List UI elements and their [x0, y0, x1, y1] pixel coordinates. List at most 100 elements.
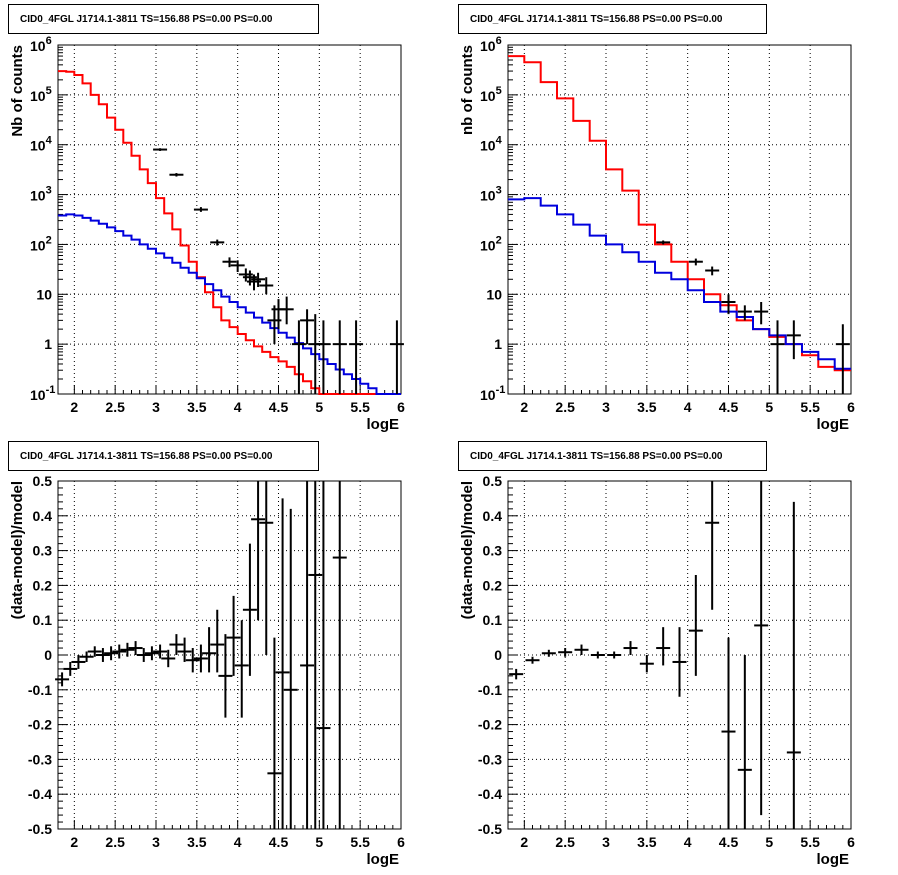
- x-tick-label: 3: [602, 399, 610, 415]
- data-point: [169, 634, 184, 655]
- data-point: [202, 627, 217, 673]
- x-tick-label: 5.5: [800, 834, 820, 850]
- x-tick-label: 4.5: [719, 399, 739, 415]
- data-point: [737, 305, 752, 321]
- data-point: [656, 627, 671, 666]
- y-tick-label: -0.2: [478, 717, 502, 733]
- data-point: [349, 320, 364, 394]
- x-tick-label: 3: [602, 834, 610, 850]
- data-point: [193, 644, 208, 673]
- data-point: [210, 609, 225, 673]
- data-point: [251, 481, 266, 621]
- y-tick-label: 103: [480, 185, 502, 204]
- y-axis-title: Nb of counts: [9, 45, 26, 137]
- data-point: [259, 481, 274, 655]
- y-tick-label: 0.5: [483, 473, 503, 489]
- x-tick-label: 2: [520, 834, 528, 850]
- y-tick-label: 10: [36, 286, 52, 302]
- y-tick-label: 1: [44, 336, 52, 352]
- data-point: [161, 649, 176, 668]
- data-point: [300, 481, 315, 829]
- data-point: [574, 644, 589, 655]
- chart-title: CID0_4FGL J1714.1-3811 TS=156.88 PS=0.00…: [20, 14, 273, 25]
- chart-title: CID0_4FGL J1714.1-3811 TS=156.88 PS=0.00…: [20, 451, 273, 462]
- x-tick-label: 2.5: [105, 834, 125, 850]
- data-point: [144, 646, 159, 661]
- x-tick-label: 6: [847, 834, 855, 850]
- x-tick-label: 6: [847, 399, 855, 415]
- series-line-2: [508, 197, 851, 370]
- x-tick-label: 4: [684, 399, 692, 415]
- y-tick-label: 0: [44, 647, 52, 663]
- x-tick-label: 6: [397, 834, 405, 850]
- x-tick-label: 3.5: [637, 399, 657, 415]
- chart-title-box: [458, 4, 767, 34]
- chart-panel-2: CID0_4FGL J1714.1-3811 TS=156.88 PS=0.00…: [458, 4, 855, 433]
- x-tick-label: 3: [152, 399, 160, 415]
- chart-title-box: [458, 441, 767, 471]
- y-tick-label: 10-1: [30, 384, 55, 403]
- chart-title-box: [8, 441, 319, 471]
- data-point: [721, 294, 736, 315]
- chart-title: CID0_4FGL J1714.1-3811 TS=156.88 PS=0.00…: [470, 451, 723, 462]
- x-axis-title: logE: [367, 851, 400, 868]
- x-tick-label: 4.5: [269, 834, 289, 850]
- data-point: [754, 302, 769, 325]
- x-tick-label: 6: [397, 399, 405, 415]
- y-tick-label: 0.4: [483, 508, 503, 524]
- y-tick-label: 10-1: [480, 384, 505, 403]
- x-tick-label: 4: [234, 399, 242, 415]
- data-point: [541, 649, 556, 657]
- data-point: [623, 641, 638, 655]
- data-point: [525, 656, 540, 664]
- x-tick-label: 5.5: [800, 399, 820, 415]
- data-point: [639, 655, 654, 673]
- data-point: [300, 309, 315, 345]
- data-point: [71, 655, 86, 669]
- x-tick-label: 3.5: [187, 834, 207, 850]
- data-point: [128, 641, 143, 655]
- data-point: [222, 257, 237, 268]
- x-tick-label: 2: [70, 399, 78, 415]
- data-point: [79, 651, 94, 662]
- data-point: [234, 620, 249, 718]
- grid: [58, 45, 401, 394]
- data-point: [226, 595, 241, 676]
- y-tick-label: -0.5: [478, 821, 502, 837]
- data-point: [835, 324, 850, 394]
- x-tick-label: 4: [234, 834, 242, 850]
- plot-frame: [57, 44, 402, 395]
- x-tick-label: 2.5: [555, 834, 575, 850]
- series-line-1: [58, 70, 401, 395]
- data-point: [112, 644, 127, 659]
- data-point: [558, 648, 573, 657]
- x-tick-label: 3.5: [637, 834, 657, 850]
- y-axis-title: (data-model)/model: [9, 481, 26, 619]
- y-tick-label: 0.3: [483, 543, 503, 559]
- data-point: [120, 642, 135, 657]
- data-point: [87, 646, 102, 657]
- y-tick-label: 0: [494, 647, 502, 663]
- x-tick-label: 5: [765, 834, 773, 850]
- y-tick-label: 0.4: [33, 508, 53, 524]
- data-point: [193, 207, 208, 212]
- x-tick-label: 2: [70, 834, 78, 850]
- data-point: [590, 651, 605, 659]
- data-point: [332, 320, 347, 394]
- y-tick-label: 105: [480, 85, 502, 104]
- data-point: [218, 634, 233, 718]
- data-point: [656, 240, 671, 245]
- y-tick-label: -0.3: [28, 751, 52, 767]
- y-tick-label: 0.1: [33, 612, 53, 628]
- y-tick-label: 103: [30, 185, 52, 204]
- y-tick-label: 102: [480, 234, 502, 253]
- data-point: [283, 508, 298, 829]
- data-point: [275, 498, 290, 829]
- x-tick-label: 2: [520, 399, 528, 415]
- y-tick-label: 104: [30, 135, 53, 154]
- y-tick-label: 0.1: [483, 612, 503, 628]
- y-tick-label: 105: [30, 85, 52, 104]
- data-point: [754, 481, 769, 816]
- x-tick-label: 5: [315, 399, 323, 415]
- x-tick-label: 2.5: [555, 399, 575, 415]
